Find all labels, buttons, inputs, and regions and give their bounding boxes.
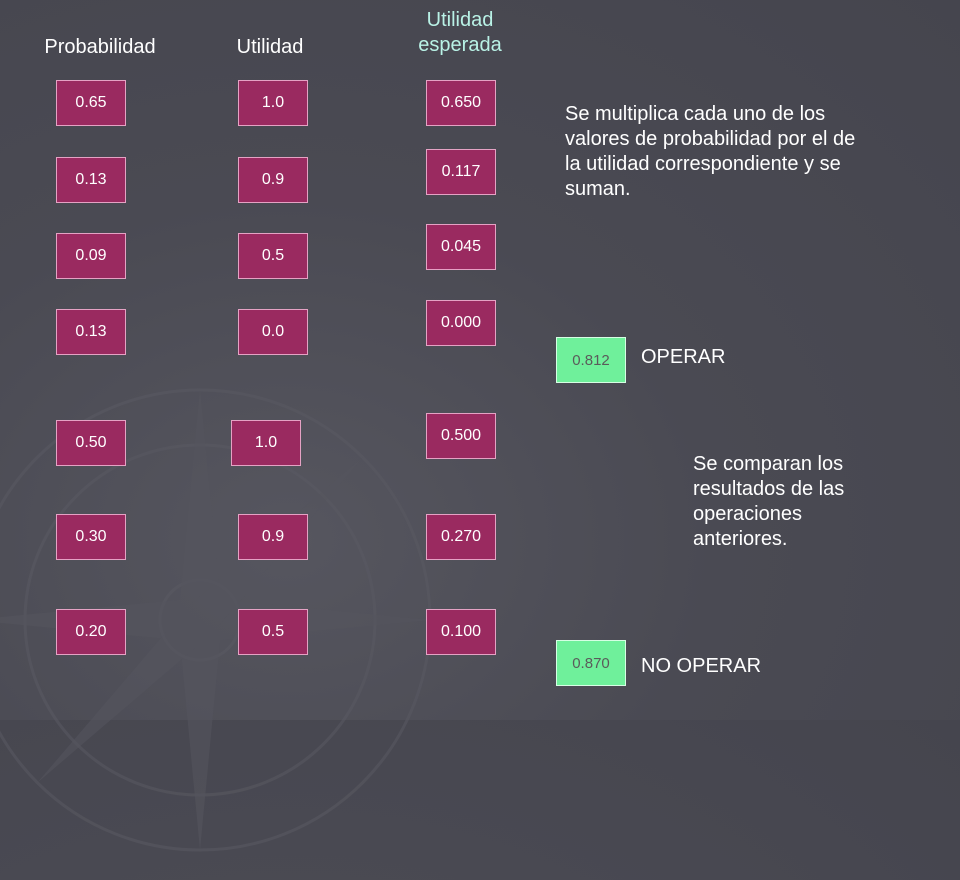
utilidad-esperada-cell: 0.100	[426, 609, 496, 655]
header-utilidad-esperada: Utilidad esperada	[395, 8, 525, 58]
utilidad-esperada-cell: 0.117	[426, 149, 496, 195]
probabilidad-cell: 0.20	[56, 609, 126, 655]
probabilidad-cell: 0.30	[56, 514, 126, 560]
header-utilidad: Utilidad	[236, 36, 304, 58]
utilidad-cell: 1.0	[231, 420, 301, 466]
utilidad-esperada-cell: 0.500	[426, 413, 496, 459]
utilidad-cell: 1.0	[238, 80, 308, 126]
explanation-compare: Se comparan los resultados de las operac…	[693, 453, 845, 550]
probabilidad-cell: 0.09	[56, 233, 126, 279]
header-probabilidad: Probabilidad	[44, 36, 156, 58]
result-operar-label: OPERAR	[641, 346, 726, 368]
utilidad-cell: 0.0	[238, 309, 308, 355]
utilidad-esperada-cell: 0.045	[426, 224, 496, 270]
utilidad-cell: 0.9	[238, 157, 308, 203]
result-no-operar-label: NO OPERAR	[641, 655, 762, 677]
result-no-operar-value: 0.870	[556, 640, 626, 686]
utilidad-cell: 0.9	[238, 514, 308, 560]
explanation-multiply: Se multiplica cada uno de los valores de…	[565, 103, 856, 200]
utilidad-esperada-cell: 0.000	[426, 300, 496, 346]
probabilidad-cell: 0.65	[56, 80, 126, 126]
result-operar-value: 0.812	[556, 337, 626, 383]
utilidad-cell: 0.5	[238, 609, 308, 655]
header-utilidad-esperada-line2: esperada	[418, 34, 502, 56]
probabilidad-cell: 0.50	[56, 420, 126, 466]
probabilidad-cell: 0.13	[56, 157, 126, 203]
header-utilidad-esperada-line1: Utilidad	[426, 9, 494, 31]
utilidad-cell: 0.5	[238, 233, 308, 279]
utilidad-esperada-cell: 0.650	[426, 80, 496, 126]
probabilidad-cell: 0.13	[56, 309, 126, 355]
utilidad-esperada-cell: 0.270	[426, 514, 496, 560]
